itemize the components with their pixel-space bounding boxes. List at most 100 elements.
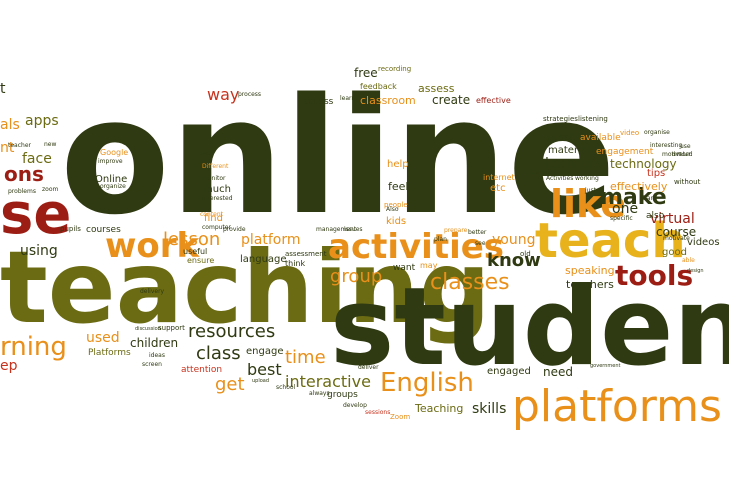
word-screen: screen bbox=[142, 361, 162, 369]
word-listening: listening bbox=[578, 115, 608, 124]
word-teaching-2: Teaching bbox=[415, 402, 464, 416]
word-attention: attention bbox=[181, 364, 223, 375]
word-effective: effective bbox=[476, 95, 511, 105]
word-share: share bbox=[640, 195, 657, 203]
word-groups: groups bbox=[327, 389, 358, 400]
word-prepare: prepare bbox=[444, 227, 468, 235]
word-provide: provide bbox=[223, 226, 246, 234]
word-als: als bbox=[0, 116, 20, 133]
word-one: one bbox=[612, 200, 639, 217]
word-activities-2: Activities bbox=[546, 175, 574, 183]
word-without: without bbox=[674, 178, 701, 187]
word-skills: skills bbox=[472, 400, 507, 417]
word-find: find bbox=[204, 213, 223, 224]
word-motivated: motivated bbox=[662, 151, 693, 159]
word-make: make bbox=[600, 185, 667, 211]
word-free: free bbox=[354, 66, 378, 81]
word-videos: videos bbox=[687, 237, 720, 248]
word-help: help bbox=[387, 159, 409, 170]
word-monitor: monitor bbox=[202, 175, 226, 183]
word-discussion: discussion bbox=[135, 326, 161, 332]
word-video: video bbox=[620, 129, 640, 138]
word-work: work bbox=[105, 225, 200, 266]
word-face: face bbox=[22, 150, 52, 167]
word-features: features bbox=[530, 169, 555, 177]
word-platform: platform bbox=[241, 231, 301, 248]
word-ep: ep bbox=[0, 357, 18, 374]
word-course: course bbox=[656, 225, 697, 240]
word-virtual: virtual bbox=[650, 210, 695, 227]
word-government: government bbox=[590, 363, 621, 369]
word-school: school bbox=[276, 384, 296, 392]
word-plan: plan bbox=[434, 236, 447, 244]
word-rning: rning bbox=[0, 332, 67, 363]
word-zoom: Zoom bbox=[390, 413, 411, 422]
word-people: people bbox=[384, 201, 408, 210]
word-online: online bbox=[60, 63, 616, 250]
word-ideas: ideas bbox=[149, 352, 165, 360]
word-speaking: speaking bbox=[565, 264, 615, 278]
word-group: group bbox=[330, 265, 383, 287]
word-assess: assess bbox=[418, 82, 455, 96]
word-using: using bbox=[20, 242, 58, 259]
word-english: English bbox=[380, 368, 474, 399]
word-also: also bbox=[646, 210, 665, 221]
word-zoom-2: zoom bbox=[42, 186, 59, 194]
word-sessions: sessions bbox=[365, 409, 391, 417]
word-get: get bbox=[215, 373, 245, 395]
word-create: create bbox=[432, 93, 471, 108]
word-problems: problems bbox=[8, 188, 36, 196]
word-kids: kids bbox=[386, 216, 407, 227]
word-assessment: assessment bbox=[285, 250, 327, 259]
word-best: best bbox=[247, 360, 282, 380]
word-need: need bbox=[543, 365, 573, 380]
word-resources: resources bbox=[188, 320, 276, 342]
word-issues: issues bbox=[344, 226, 363, 234]
word-internet: internet bbox=[483, 172, 515, 182]
word-interactive: interactive bbox=[285, 372, 371, 392]
word-may: may bbox=[420, 260, 438, 270]
word-motivate: motivate bbox=[663, 235, 690, 243]
word-access: access bbox=[303, 96, 334, 107]
word-much: much bbox=[203, 184, 231, 195]
word-different: Different bbox=[202, 163, 229, 171]
word-platforms-2: Platforms bbox=[88, 347, 131, 358]
word-lesson: lesson bbox=[163, 228, 221, 250]
word-see: see bbox=[475, 240, 486, 248]
word-useful: useful bbox=[183, 246, 208, 256]
word-etc: etc bbox=[490, 183, 506, 194]
word-courses: courses bbox=[86, 224, 121, 235]
word-engagement: engagement bbox=[596, 146, 654, 157]
word-activities: activities bbox=[328, 226, 505, 267]
word-tips: tips bbox=[647, 168, 666, 179]
word-computer: computer bbox=[202, 224, 231, 232]
word-learn: learn bbox=[340, 95, 356, 103]
word-interested: interested bbox=[202, 195, 233, 203]
word-better: better bbox=[468, 229, 487, 237]
word-feel: feel bbox=[388, 180, 409, 194]
word-used: used bbox=[86, 329, 120, 346]
word-ons: ons bbox=[4, 162, 44, 186]
word-just: just bbox=[585, 187, 596, 195]
word-pupils: pupils bbox=[60, 225, 81, 234]
word-difficult: difficult bbox=[672, 152, 691, 158]
word-material: material bbox=[548, 145, 590, 156]
word-teacher: teacher bbox=[8, 142, 31, 150]
word-develop: develop bbox=[343, 402, 367, 410]
word-working: working bbox=[575, 175, 599, 183]
word-use: use bbox=[680, 143, 691, 151]
word-online-2: Online bbox=[95, 174, 128, 185]
word-also-2: Also bbox=[386, 206, 399, 214]
word-young: young bbox=[492, 231, 536, 248]
word-design: design bbox=[687, 268, 704, 274]
word-improve: improve bbox=[98, 158, 123, 166]
word-able: able bbox=[682, 257, 695, 265]
word-interesting: interesting bbox=[650, 142, 683, 150]
word-engaged: engaged bbox=[487, 366, 531, 377]
word-language: language bbox=[240, 254, 287, 265]
word-available: available bbox=[580, 132, 621, 143]
word-nt: nt bbox=[0, 139, 15, 156]
word-think: think bbox=[285, 258, 306, 268]
word-way: way bbox=[207, 85, 240, 105]
word-teach: teach bbox=[535, 212, 686, 269]
